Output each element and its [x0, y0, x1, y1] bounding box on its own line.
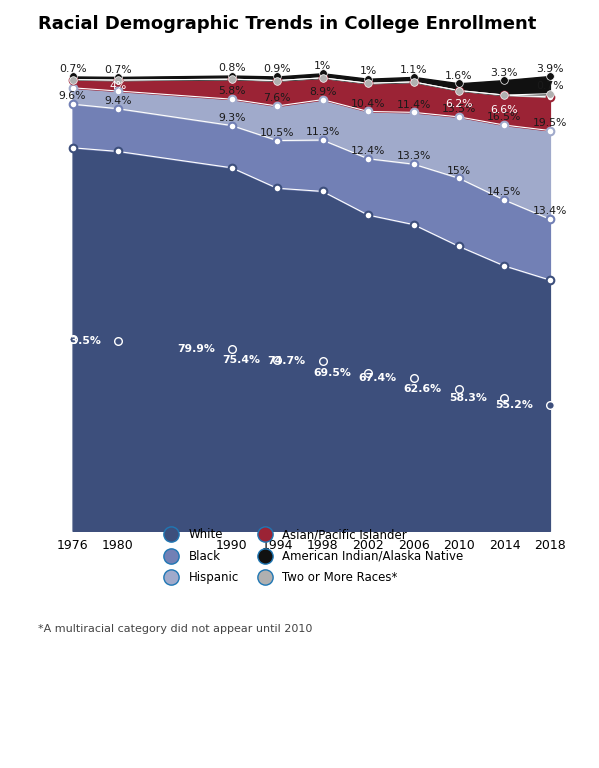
Text: 0.7%: 0.7% — [536, 81, 564, 91]
Text: 9.6%: 9.6% — [59, 91, 86, 101]
Text: 3.9%: 3.9% — [536, 64, 564, 74]
Text: 1.6%: 1.6% — [445, 71, 473, 81]
Text: 16.5%: 16.5% — [487, 112, 522, 122]
Text: 0.7%: 0.7% — [59, 65, 86, 74]
Text: 1%: 1% — [359, 67, 377, 77]
Text: Racial Demographic Trends in College Enrollment: Racial Demographic Trends in College Enr… — [38, 15, 537, 33]
Text: 0.8%: 0.8% — [218, 63, 246, 73]
Text: 84.3%: 84.3% — [17, 334, 56, 344]
Text: 12.4%: 12.4% — [351, 146, 385, 156]
Text: 1%: 1% — [314, 61, 331, 71]
Text: 3.3%: 3.3% — [491, 68, 518, 78]
Text: 55.2%: 55.2% — [495, 400, 533, 410]
Text: 62.6%: 62.6% — [404, 383, 442, 393]
Text: 4%: 4% — [110, 81, 126, 91]
Text: 74.7%: 74.7% — [267, 356, 305, 366]
Text: 11.4%: 11.4% — [397, 100, 431, 110]
Text: 58.3%: 58.3% — [449, 393, 488, 403]
Text: 13.4%: 13.4% — [533, 207, 567, 217]
Text: 19.5%: 19.5% — [533, 118, 567, 127]
Text: 13.5%: 13.5% — [442, 104, 476, 114]
Text: 1.1%: 1.1% — [400, 65, 427, 74]
Text: 79.9%: 79.9% — [177, 344, 214, 354]
Text: 69.5%: 69.5% — [313, 368, 351, 378]
Text: 9.4%: 9.4% — [104, 96, 132, 106]
Text: 5.8%: 5.8% — [218, 87, 246, 97]
Text: 10.4%: 10.4% — [351, 99, 385, 109]
Text: 10.5%: 10.5% — [260, 127, 294, 137]
Text: 75.4%: 75.4% — [222, 355, 260, 365]
Legend: White, Black, Hispanic, Asian/Pacific Islander, American Indian/Alaska Native, T: White, Black, Hispanic, Asian/Pacific Is… — [154, 524, 468, 589]
Text: 83.5%: 83.5% — [63, 336, 101, 346]
Text: 11.3%: 11.3% — [305, 127, 340, 137]
Text: 0.9%: 0.9% — [264, 65, 291, 74]
Text: 0.7%: 0.7% — [104, 65, 132, 74]
Text: 6.2%: 6.2% — [445, 99, 473, 109]
Text: 13.3%: 13.3% — [397, 151, 431, 161]
Text: 6.6%: 6.6% — [491, 105, 518, 115]
Text: *A multiracial category did not appear until 2010: *A multiracial category did not appear u… — [38, 624, 313, 634]
Text: 14.5%: 14.5% — [487, 187, 522, 197]
Text: 15%: 15% — [447, 166, 471, 176]
Text: 9.3%: 9.3% — [218, 113, 246, 123]
Text: 67.4%: 67.4% — [358, 372, 397, 382]
Text: 7.6%: 7.6% — [264, 93, 291, 103]
Text: 8.9%: 8.9% — [309, 87, 337, 97]
